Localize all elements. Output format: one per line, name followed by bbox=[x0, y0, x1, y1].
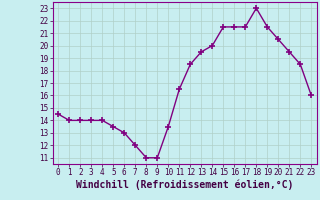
X-axis label: Windchill (Refroidissement éolien,°C): Windchill (Refroidissement éolien,°C) bbox=[76, 180, 293, 190]
